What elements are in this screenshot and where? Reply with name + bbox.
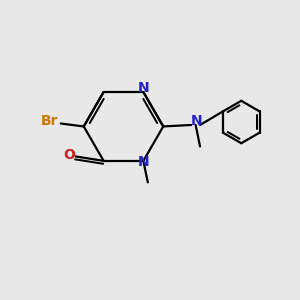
Text: Br: Br <box>40 114 58 128</box>
Text: O: O <box>63 148 75 162</box>
Text: N: N <box>138 155 150 169</box>
Text: N: N <box>190 114 202 128</box>
Text: N: N <box>138 82 150 95</box>
